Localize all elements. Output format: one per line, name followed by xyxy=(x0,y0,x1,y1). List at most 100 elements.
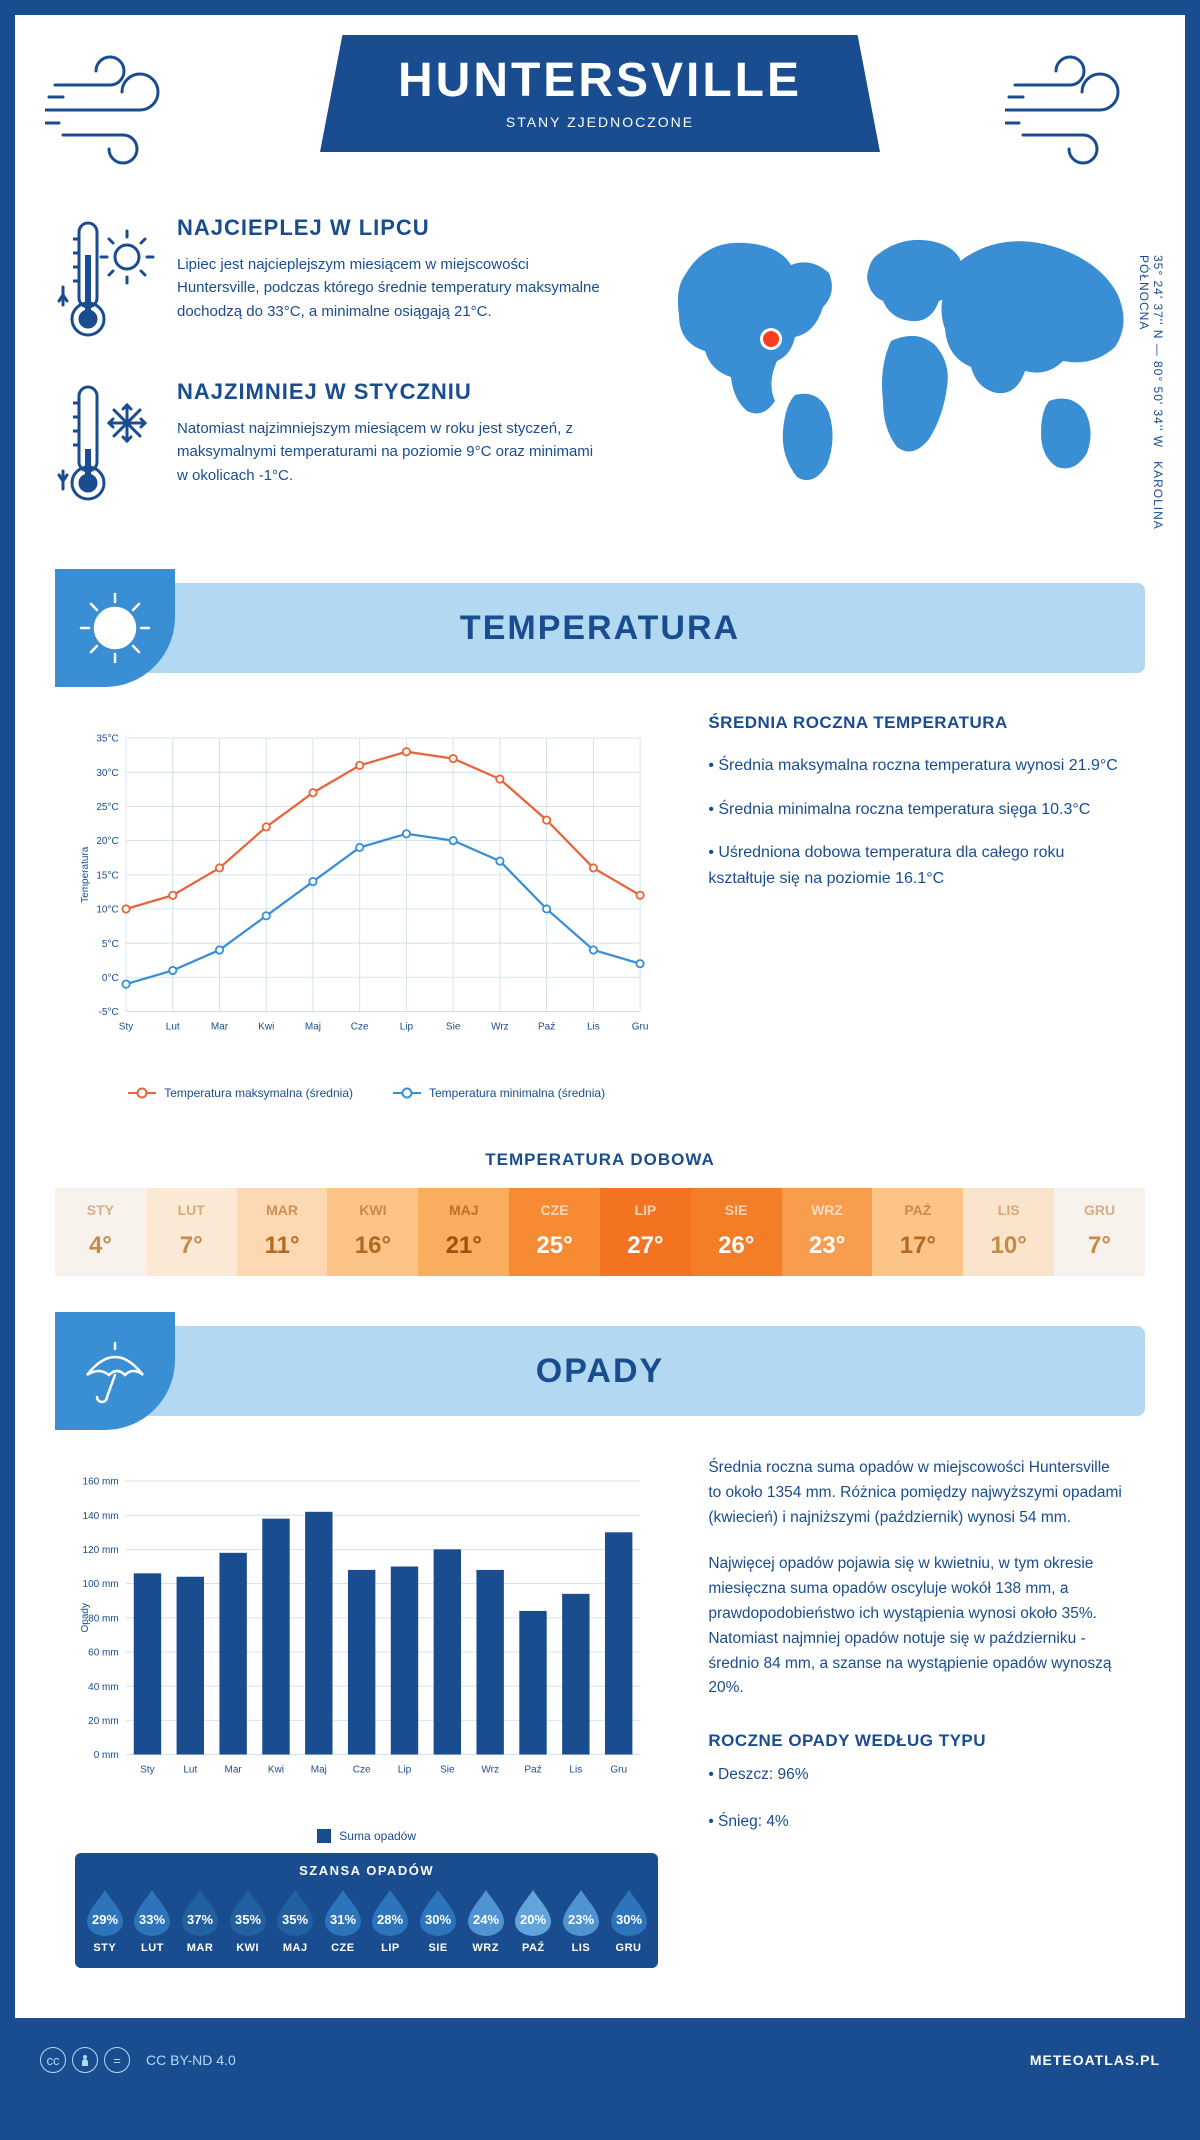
svg-text:24%: 24% xyxy=(473,1912,499,1927)
coldest-title: NAJZIMNIEJ W STYCZNIU xyxy=(177,379,605,405)
thermometer-hot-icon xyxy=(55,215,155,345)
title-banner: HUNTERSVILLE STANY ZJEDNOCZONE xyxy=(320,35,880,152)
svg-text:28%: 28% xyxy=(377,1912,403,1927)
daily-cell: LIS10° xyxy=(963,1188,1054,1276)
svg-text:31%: 31% xyxy=(330,1912,356,1927)
svg-text:Opady: Opady xyxy=(80,1603,91,1633)
cc-icon: cc xyxy=(40,2047,66,2073)
svg-text:Maj: Maj xyxy=(311,1765,327,1776)
svg-text:140 mm: 140 mm xyxy=(83,1511,119,1522)
chance-drop: 31% CZE xyxy=(319,1888,367,1954)
svg-text:60 mm: 60 mm xyxy=(88,1648,119,1659)
svg-text:Sie: Sie xyxy=(440,1765,455,1776)
temperature-chart: -5°C0°C5°C10°C15°C20°C25°C30°C35°CStyLut… xyxy=(75,713,658,1100)
svg-text:33%: 33% xyxy=(139,1912,165,1927)
daily-temp-table: STY4°LUT7°MAR11°KWI16°MAJ21°CZE25°LIP27°… xyxy=(55,1188,1145,1276)
precip-title: OPADY xyxy=(536,1352,664,1391)
svg-text:Maj: Maj xyxy=(305,1022,321,1033)
precip-type-title: ROCZNE OPADY WEDŁUG TYPU xyxy=(708,1731,1125,1751)
legend-min: Temperatura minimalna (średnia) xyxy=(393,1086,605,1100)
precip-summary: Średnia roczna suma opadów w miejscowośc… xyxy=(708,1456,1125,1968)
svg-text:Wrz: Wrz xyxy=(491,1022,509,1033)
daily-cell: KWI16° xyxy=(327,1188,418,1276)
svg-text:80 mm: 80 mm xyxy=(88,1613,119,1624)
chance-drop: 24% WRZ xyxy=(462,1888,510,1954)
daily-cell: LUT7° xyxy=(146,1188,237,1276)
svg-text:20 mm: 20 mm xyxy=(88,1716,119,1727)
svg-text:Lut: Lut xyxy=(166,1022,180,1033)
daily-cell: STY4° xyxy=(55,1188,146,1276)
chance-drop: 35% MAJ xyxy=(271,1888,319,1954)
license-badge: cc = CC BY-ND 4.0 xyxy=(40,2047,236,2073)
daily-cell: SIE26° xyxy=(691,1188,782,1276)
daily-cell: GRU7° xyxy=(1054,1188,1145,1276)
svg-text:Lut: Lut xyxy=(183,1765,197,1776)
svg-text:Mar: Mar xyxy=(225,1765,243,1776)
nd-icon: = xyxy=(104,2047,130,2073)
svg-text:35°C: 35°C xyxy=(96,734,118,745)
warmest-text: Lipiec jest najcieplejszym miesiącem w m… xyxy=(177,253,605,323)
page-title: HUNTERSVILLE xyxy=(390,53,810,108)
temperature-title: TEMPERATURA xyxy=(460,609,740,648)
chance-drop: 35% KWI xyxy=(224,1888,272,1954)
chance-drop: 30% GRU xyxy=(605,1888,653,1954)
daily-temp-title: TEMPERATURA DOBOWA xyxy=(15,1150,1185,1170)
svg-text:Mar: Mar xyxy=(211,1022,229,1033)
sun-icon xyxy=(55,569,175,687)
chance-drop: 20% PAŹ xyxy=(509,1888,557,1954)
svg-text:120 mm: 120 mm xyxy=(83,1545,119,1556)
svg-text:35%: 35% xyxy=(235,1912,261,1927)
svg-text:10°C: 10°C xyxy=(96,905,118,916)
site-name: METEOATLAS.PL xyxy=(1030,2052,1160,2068)
svg-text:15°C: 15°C xyxy=(96,870,118,881)
daily-cell: WRZ23° xyxy=(782,1188,873,1276)
svg-text:Cze: Cze xyxy=(351,1022,369,1033)
precip-section-header: OPADY xyxy=(55,1326,1145,1416)
svg-text:Lip: Lip xyxy=(398,1765,412,1776)
svg-text:40 mm: 40 mm xyxy=(88,1682,119,1693)
warmest-title: NAJCIEPLEJ W LIPCU xyxy=(177,215,605,241)
svg-text:100 mm: 100 mm xyxy=(83,1579,119,1590)
temp-summary-title: ŚREDNIA ROCZNA TEMPERATURA xyxy=(708,713,1125,733)
svg-text:Sty: Sty xyxy=(140,1765,154,1776)
svg-text:Kwi: Kwi xyxy=(268,1765,284,1776)
svg-text:5°C: 5°C xyxy=(102,939,119,950)
svg-text:Lip: Lip xyxy=(400,1022,414,1033)
svg-text:160 mm: 160 mm xyxy=(83,1477,119,1488)
daily-cell: MAJ21° xyxy=(418,1188,509,1276)
svg-text:Lis: Lis xyxy=(569,1765,582,1776)
warmest-block: NAJCIEPLEJ W LIPCU Lipiec jest najcieple… xyxy=(55,215,605,345)
coldest-block: NAJZIMNIEJ W STYCZNIU Natomiast najzimni… xyxy=(55,379,605,509)
legend-max: Temperatura maksymalna (średnia) xyxy=(128,1086,353,1100)
wind-icon xyxy=(1005,55,1155,165)
daily-cell: CZE25° xyxy=(509,1188,600,1276)
daily-cell: LIP27° xyxy=(600,1188,691,1276)
location-marker xyxy=(763,331,779,347)
svg-text:Gru: Gru xyxy=(632,1022,649,1033)
chance-drop: 37% MAR xyxy=(176,1888,224,1954)
svg-text:Paź: Paź xyxy=(538,1022,555,1033)
svg-text:29%: 29% xyxy=(92,1912,118,1927)
svg-text:Wrz: Wrz xyxy=(481,1765,499,1776)
temperature-section-header: TEMPERATURA xyxy=(55,583,1145,673)
svg-text:30%: 30% xyxy=(425,1912,451,1927)
coldest-text: Natomiast najzimniejszym miesiącem w rok… xyxy=(177,417,605,487)
footer: cc = CC BY-ND 4.0 METEOATLAS.PL xyxy=(0,2033,1200,2087)
svg-text:Sie: Sie xyxy=(446,1022,461,1033)
svg-text:Sty: Sty xyxy=(119,1022,133,1033)
svg-text:30%: 30% xyxy=(615,1912,641,1927)
svg-text:20%: 20% xyxy=(520,1912,546,1927)
umbrella-icon xyxy=(55,1312,175,1430)
svg-text:Paź: Paź xyxy=(524,1765,541,1776)
svg-text:37%: 37% xyxy=(187,1912,213,1927)
precip-chance-bar: SZANSA OPADÓW 29% STY 33% LUT 37% MAR 35… xyxy=(75,1853,658,1968)
world-map xyxy=(645,215,1145,495)
chance-drop: 33% LUT xyxy=(129,1888,177,1954)
svg-text:23%: 23% xyxy=(568,1912,594,1927)
temperature-summary: ŚREDNIA ROCZNA TEMPERATURA • Średnia mak… xyxy=(708,713,1125,1100)
svg-text:25°C: 25°C xyxy=(96,802,118,813)
chance-drop: 29% STY xyxy=(81,1888,129,1954)
wind-icon xyxy=(45,55,195,165)
coordinates: 35° 24' 37'' N — 80° 50' 34'' W KAROLINA… xyxy=(1137,255,1165,543)
svg-text:Kwi: Kwi xyxy=(258,1022,274,1033)
